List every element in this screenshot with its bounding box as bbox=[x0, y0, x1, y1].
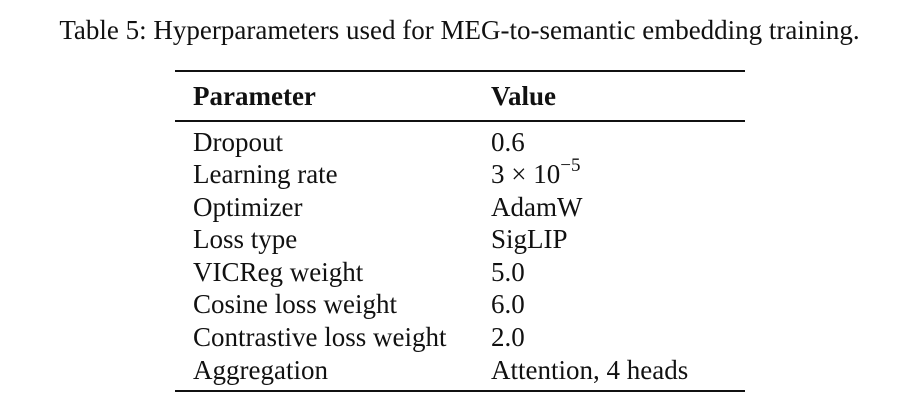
value-exponent: −5 bbox=[560, 155, 581, 177]
table-caption: Table 5: Hyperparameters used for MEG-to… bbox=[59, 15, 860, 45]
table-header-row: Parameter Value bbox=[175, 72, 745, 120]
row-parameter: Optimizer bbox=[193, 191, 303, 222]
row-parameter: Loss type bbox=[193, 224, 298, 255]
hyperparameter-table: Parameter Value Dropout 0.6 Learning rat… bbox=[175, 70, 745, 393]
row-value: AdamW bbox=[491, 191, 583, 222]
table-row: Learning rate 3 × 10−5 bbox=[175, 155, 745, 191]
table-row: Dropout 0.6 bbox=[175, 126, 745, 159]
row-value: 0.6 bbox=[491, 126, 525, 157]
row-parameter: VICReg weight bbox=[193, 256, 364, 287]
top-rule bbox=[175, 70, 745, 72]
row-value: Attention, 4 heads bbox=[491, 354, 689, 385]
table-body: Dropout 0.6 Learning rate 3 × 10−5 Optim… bbox=[175, 122, 745, 391]
table-row: Cosine loss weight 6.0 bbox=[175, 288, 745, 321]
header-rule bbox=[175, 120, 745, 122]
row-value: 6.0 bbox=[491, 289, 525, 320]
table-row: Aggregation Attention, 4 heads bbox=[175, 354, 745, 387]
row-parameter: Learning rate bbox=[193, 159, 338, 190]
header-parameter: Parameter bbox=[193, 81, 316, 111]
table-row: Contrastive loss weight 2.0 bbox=[175, 321, 745, 354]
row-parameter: Aggregation bbox=[193, 354, 328, 385]
table-row: Optimizer AdamW bbox=[175, 191, 745, 224]
value-base: 3 × 10 bbox=[491, 159, 561, 190]
row-value: 2.0 bbox=[491, 322, 525, 353]
row-value: SigLIP bbox=[491, 224, 568, 255]
row-parameter: Dropout bbox=[193, 126, 283, 157]
row-value: 5.0 bbox=[491, 256, 525, 287]
table-row: VICReg weight 5.0 bbox=[175, 256, 745, 289]
row-parameter: Contrastive loss weight bbox=[193, 322, 447, 353]
table-row: Loss type SigLIP bbox=[175, 223, 745, 256]
bottom-rule bbox=[175, 390, 745, 393]
header-value: Value bbox=[491, 81, 557, 111]
row-value: 3 × 10−5 bbox=[491, 155, 745, 191]
row-parameter: Cosine loss weight bbox=[193, 289, 398, 320]
